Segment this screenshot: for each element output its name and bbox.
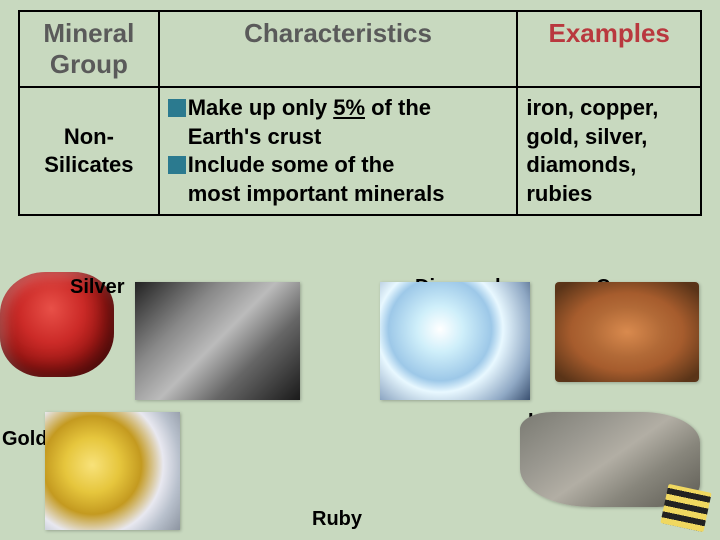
mineral-table: Mineral Group Characteristics Examples N… [18,10,702,216]
images-layer: Silver Diamond Copper Gold Ruby Iron [0,272,720,532]
silver-label: Silver [70,276,124,299]
bullet-1: Make up only 5% of the [162,94,509,123]
header-characteristics: Characteristics [159,11,518,87]
gold-label: Gold [2,428,48,451]
examples-line1: iron, copper, [526,94,692,123]
silver-image [135,282,300,400]
examples-line4: rubies [526,180,692,209]
diamond-image [380,282,530,400]
data-row: Non-Silicates Make up only 5% of the Ear… [19,87,701,215]
header-mineral-group: Mineral Group [19,11,159,87]
copper-image [555,282,699,382]
bullet1-underlined: 5% [333,95,365,120]
square-bullet-icon [168,99,186,117]
measuring-tape-icon [660,484,711,532]
cell-characteristics: Make up only 5% of the Earth's crust Inc… [159,87,518,215]
bullet1-post: of the [365,95,431,120]
ruby-label: Ruby [312,508,362,531]
examples-line2: gold, silver, [526,123,692,152]
cell-group: Non-Silicates [19,87,159,215]
bullet2-line2: most important minerals [162,180,509,209]
bullet1-line2: Earth's crust [162,123,509,152]
header-examples: Examples [517,11,701,87]
square-bullet-icon [168,156,186,174]
bullet1-pre: Make up only [188,95,333,120]
bullet-2: Include some of the [162,151,509,180]
header-row: Mineral Group Characteristics Examples [19,11,701,87]
bullet2-line1: Include some of the [188,152,395,177]
examples-line3: diamonds, [526,151,692,180]
cell-examples: iron, copper, gold, silver, diamonds, ru… [517,87,701,215]
slide: Mineral Group Characteristics Examples N… [0,0,720,540]
gold-image [45,412,180,530]
